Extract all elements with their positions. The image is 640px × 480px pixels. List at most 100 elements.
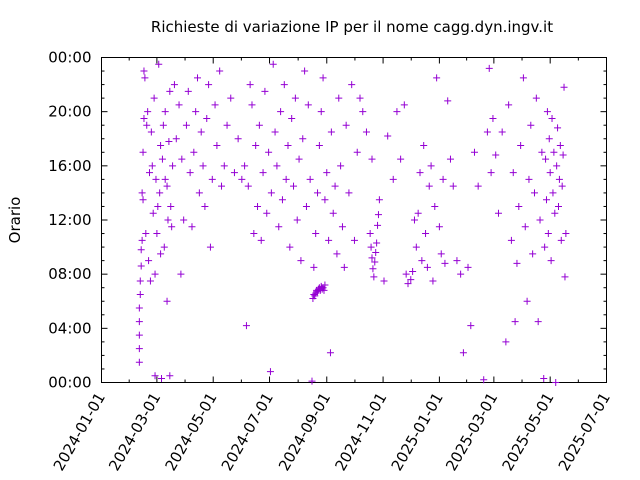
data-point <box>370 273 378 281</box>
data-point <box>218 182 226 190</box>
data-point <box>416 169 424 177</box>
data-point <box>353 148 361 156</box>
data-point <box>554 124 562 132</box>
data-point <box>515 202 523 210</box>
data-point <box>513 259 521 267</box>
data-point <box>407 276 415 284</box>
data-point <box>548 114 556 122</box>
data-points <box>135 60 570 386</box>
data-point <box>366 230 374 238</box>
data-point <box>317 108 325 116</box>
data-point <box>175 101 183 109</box>
data-point <box>254 202 262 210</box>
data-point <box>530 189 538 197</box>
data-point <box>556 142 564 150</box>
data-point <box>337 162 345 170</box>
data-point <box>265 148 273 156</box>
data-point <box>136 277 144 285</box>
data-point <box>511 318 519 326</box>
x-tick-label: 2025-01-01 <box>388 389 447 474</box>
data-point <box>186 169 194 177</box>
data-point <box>553 162 561 170</box>
data-point <box>489 114 497 122</box>
data-point <box>140 67 148 75</box>
data-point <box>250 230 258 238</box>
data-point <box>299 135 307 143</box>
data-point <box>197 128 205 136</box>
data-point <box>150 94 158 102</box>
data-point <box>371 258 379 266</box>
data-point <box>190 148 198 156</box>
y-tick-label: 12:00 <box>48 211 91 229</box>
data-point <box>369 265 377 273</box>
data-point <box>431 202 439 210</box>
data-point <box>505 101 513 109</box>
data-point <box>301 67 309 75</box>
data-point <box>551 209 559 217</box>
data-point <box>350 236 358 244</box>
data-point <box>359 108 367 116</box>
data-point <box>474 182 482 190</box>
data-point <box>138 189 146 197</box>
data-point <box>418 257 426 265</box>
data-point <box>166 372 174 380</box>
data-point <box>420 142 428 150</box>
data-point <box>529 250 537 258</box>
data-point <box>331 182 339 190</box>
data-point <box>157 142 165 150</box>
data-point <box>542 155 550 163</box>
data-point <box>145 257 153 265</box>
data-point <box>384 132 392 140</box>
data-point <box>205 81 213 89</box>
data-point <box>312 230 320 238</box>
data-point <box>542 196 550 204</box>
data-point <box>457 270 465 278</box>
data-point <box>410 216 418 224</box>
data-point <box>498 128 506 136</box>
data-point <box>156 189 164 197</box>
data-point <box>195 189 203 197</box>
x-tick-label: 2024-01-01 <box>50 390 109 475</box>
data-point <box>367 243 375 251</box>
data-point <box>372 249 380 256</box>
data-point <box>135 318 143 326</box>
data-point <box>362 128 370 136</box>
data-point <box>453 257 461 265</box>
data-point <box>459 349 467 357</box>
data-point <box>314 189 322 197</box>
data-point <box>252 142 260 150</box>
data-point <box>136 290 144 298</box>
data-point <box>541 243 549 251</box>
data-point <box>532 94 540 102</box>
data-point <box>402 270 410 278</box>
data-point <box>521 223 529 231</box>
data-point <box>326 349 334 357</box>
y-tick-label: 16:00 <box>48 157 91 175</box>
data-point <box>241 162 249 170</box>
data-point <box>423 263 431 271</box>
data-point <box>137 262 145 270</box>
data-point <box>177 270 185 278</box>
data-point <box>375 196 383 204</box>
data-point <box>549 189 557 197</box>
data-point <box>467 322 475 330</box>
data-point <box>211 101 219 109</box>
data-point <box>536 216 544 224</box>
data-point <box>220 162 228 170</box>
data-point <box>139 148 147 156</box>
data-point <box>154 202 162 210</box>
data-point <box>356 94 364 102</box>
data-point <box>444 97 452 105</box>
data-point <box>492 151 500 159</box>
data-point <box>449 182 457 190</box>
x-tick-label: 2024-03-01 <box>105 390 164 475</box>
data-point <box>427 162 435 170</box>
plot-frame <box>101 57 607 383</box>
data-point <box>422 230 430 238</box>
data-point <box>188 223 196 231</box>
data-point <box>151 270 159 278</box>
data-point <box>153 230 161 238</box>
data-point <box>164 216 172 224</box>
data-point <box>340 263 348 271</box>
data-point <box>559 151 567 159</box>
